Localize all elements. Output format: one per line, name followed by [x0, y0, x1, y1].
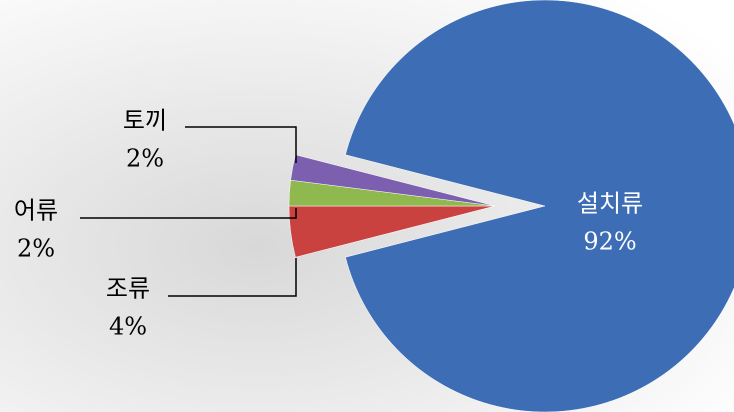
category-label: 토끼: [123, 107, 167, 135]
category-label: 설치류: [577, 190, 643, 218]
value-label: 2%: [17, 235, 55, 263]
pie-slice: [345, 0, 734, 412]
leader-line: [80, 208, 297, 219]
value-label: 4%: [109, 313, 147, 341]
leader-line: [168, 258, 297, 297]
value-label: 2%: [126, 145, 164, 173]
leader-line: [185, 126, 297, 163]
category-label: 어류: [14, 197, 58, 225]
category-label: 조류: [106, 275, 150, 303]
value-label: 92%: [583, 228, 636, 256]
